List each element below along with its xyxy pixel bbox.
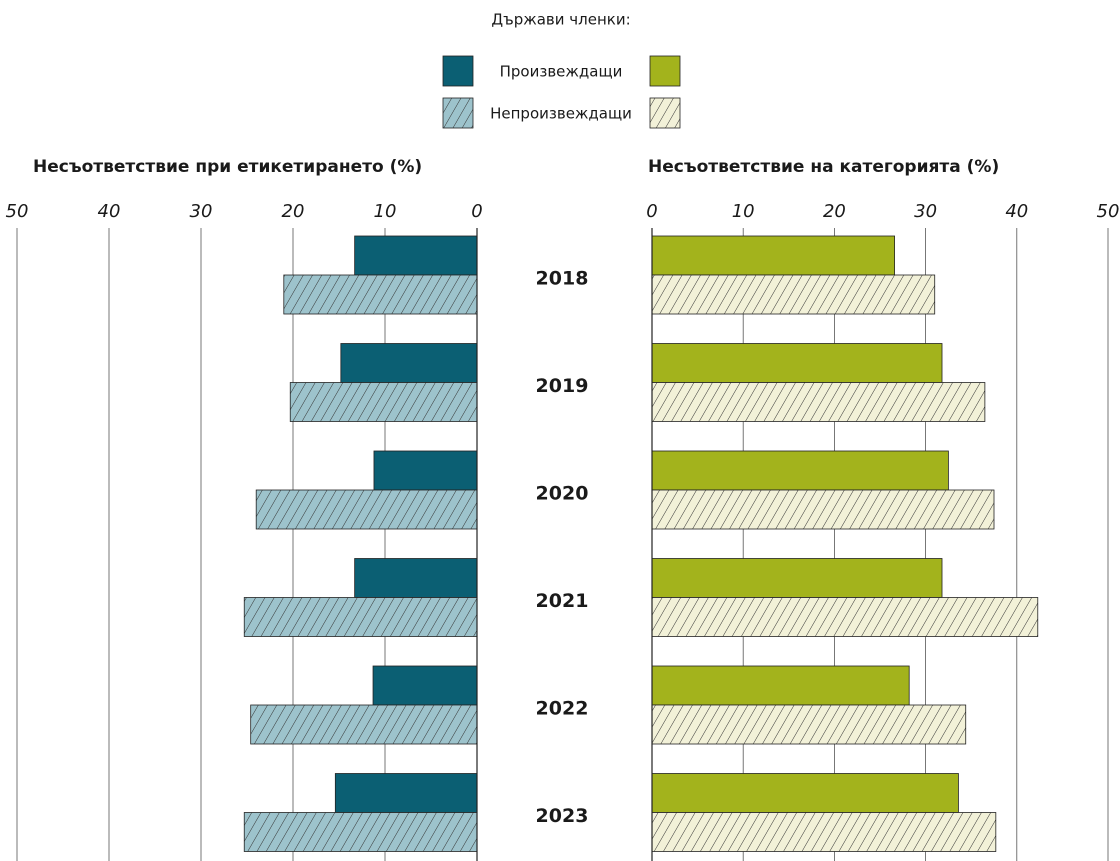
legend-swatch: [442, 55, 474, 87]
year-label: 2019: [536, 375, 589, 397]
bar: [372, 665, 478, 706]
bar: [334, 773, 478, 813]
x-tick-label: 0: [471, 201, 482, 222]
bar: [651, 235, 895, 276]
bar: [651, 812, 997, 852]
x-tick-label: 50: [6, 201, 29, 222]
bar: [651, 450, 949, 491]
bar: [255, 489, 478, 530]
legend-label: Непроизвеждащи: [490, 105, 632, 123]
bar: [651, 382, 986, 422]
x-tick-label: 10: [374, 201, 397, 222]
bar: [250, 704, 478, 745]
year-label: 2018: [536, 268, 589, 290]
x-tick-label: 20: [823, 201, 846, 222]
bar: [651, 343, 943, 383]
bar: [354, 235, 478, 276]
bar: [651, 597, 1039, 637]
bar: [243, 812, 478, 852]
legend-swatch: [649, 55, 681, 87]
x-tick-label: 40: [1005, 201, 1028, 222]
x-tick-label: 10: [732, 201, 755, 222]
bar: [651, 704, 967, 745]
chart-title: Несъответствие на категорията (%): [648, 157, 999, 177]
legend-title: Държави членки:: [491, 11, 630, 29]
x-tick-label: 20: [282, 201, 305, 222]
year-label: 2023: [536, 805, 589, 827]
year-label: 2022: [536, 698, 589, 720]
x-tick-label: 50: [1097, 201, 1120, 222]
legend-swatch: [442, 97, 474, 129]
legend-swatch: [649, 97, 681, 129]
bar: [243, 597, 478, 637]
bar: [651, 773, 959, 813]
x-tick-label: 30: [190, 201, 213, 222]
legend-label: Произвеждащи: [500, 63, 623, 81]
x-tick-label: 40: [98, 201, 121, 222]
bar: [651, 274, 936, 315]
bar: [373, 450, 478, 491]
bar: [651, 558, 943, 598]
chart-title: Несъответствие при етикетирането (%): [33, 157, 422, 177]
bar: [651, 665, 910, 706]
x-tick-label: 0: [646, 201, 657, 222]
x-tick-label: 30: [914, 201, 937, 222]
bar: [340, 343, 478, 383]
bar: [283, 274, 478, 315]
bar: [289, 382, 478, 422]
bar: [651, 489, 995, 530]
year-label: 2021: [536, 590, 589, 612]
bar: [354, 558, 478, 598]
year-label: 2020: [536, 483, 589, 505]
